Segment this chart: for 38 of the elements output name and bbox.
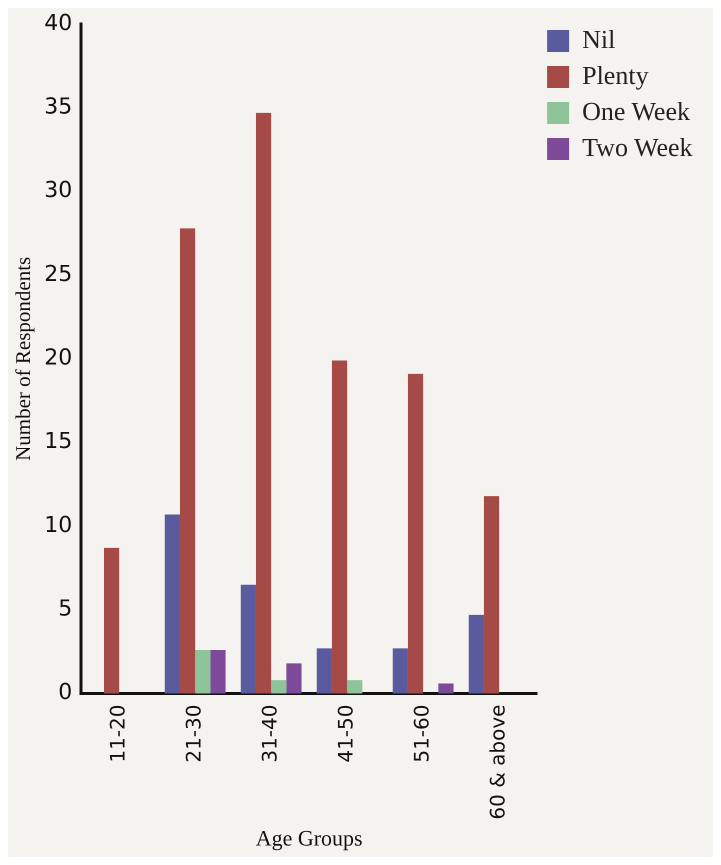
bar [332, 360, 348, 694]
y-tick-label: 30 [44, 178, 72, 204]
x-tick-label: 41-50 [333, 704, 358, 763]
bar [286, 663, 302, 694]
bar [468, 614, 484, 694]
bar [256, 112, 272, 694]
y-tick-label: 0 [58, 680, 72, 706]
bar [271, 680, 286, 694]
bar [210, 650, 226, 694]
bar [180, 228, 196, 694]
y-tick-label: 15 [44, 429, 72, 454]
x-axis-title: Age Groups [256, 826, 363, 851]
y-tick-label: 10 [44, 512, 72, 538]
legend-label: One Week [582, 96, 690, 126]
bar [392, 648, 408, 694]
x-tick-label: 60 & above [485, 704, 510, 820]
y-tick-label: 5 [58, 596, 72, 622]
x-tick-label: 11-20 [105, 704, 130, 763]
y-tick-label: 25 [44, 262, 72, 287]
y-tick-label: 40 [44, 10, 72, 36]
y-tick-label: 20 [44, 346, 72, 371]
x-tick-label: 51-60 [409, 704, 434, 763]
bar [438, 683, 454, 694]
legend-label: Nil [582, 24, 616, 54]
y-tick-label: 35 [44, 94, 72, 120]
legend-label: Two Week [582, 132, 693, 162]
bar [484, 496, 500, 694]
bar [408, 374, 424, 694]
bar [195, 650, 210, 694]
x-tick-label: 21-30 [181, 704, 206, 763]
bar [316, 648, 332, 694]
bar [104, 548, 120, 694]
x-tick-label: 31-40 [257, 704, 282, 763]
bar [164, 514, 180, 694]
y-axis-title: Number of Respondents [11, 256, 36, 461]
legend-label: Plenty [582, 60, 649, 90]
bar [240, 584, 256, 694]
bar [347, 680, 362, 694]
